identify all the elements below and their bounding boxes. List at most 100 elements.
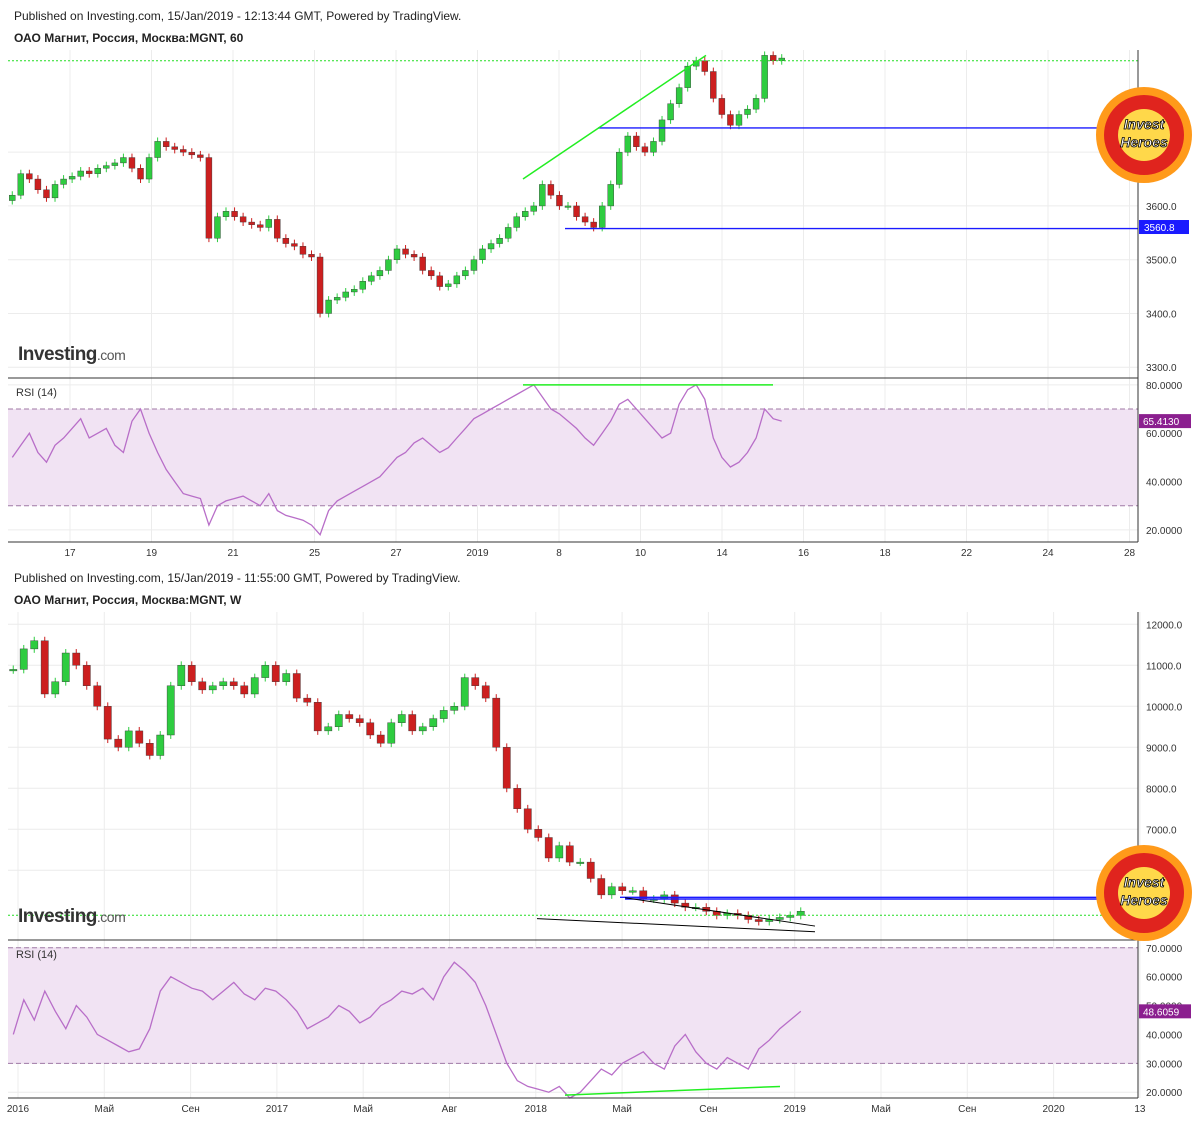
svg-text:Heroes: Heroes [1120, 134, 1168, 150]
chart1-title: ОАО Магнит, Россия, Москва:MGNT, 60 [14, 31, 244, 45]
candle-body [445, 283, 452, 287]
candle-body [342, 291, 349, 298]
candle-body [556, 194, 563, 207]
investing-logo-2: Investing.com [18, 906, 126, 927]
candle-body [522, 211, 529, 217]
candle-body [641, 146, 649, 153]
candle-body [197, 154, 204, 158]
x-tick-label: 18 [879, 548, 891, 559]
x-tick-label: 24 [1042, 548, 1054, 559]
candle-body [145, 742, 154, 756]
candle-body [111, 162, 119, 166]
svg-text:Heroes: Heroes [1120, 892, 1168, 908]
candle-body [492, 697, 501, 748]
x-tick-label: 2019 [466, 548, 489, 559]
candle-body [114, 738, 123, 748]
x-tick-label: 8 [556, 548, 562, 559]
candle-body [368, 275, 375, 282]
candle-body [633, 135, 640, 147]
candle-body [410, 254, 418, 258]
candle-body [355, 718, 364, 723]
candle-body [333, 297, 341, 301]
candle-body [208, 685, 217, 691]
candle-body [93, 685, 102, 707]
rsi-y-tick-label: 20.0000 [1146, 1088, 1183, 1099]
rsi-value-text: 48.6059 [1143, 1007, 1180, 1018]
candle-body [564, 205, 572, 208]
candle-body [34, 178, 42, 191]
candle-body [684, 65, 691, 88]
candle-body [650, 141, 657, 153]
x-tick-label: 2017 [266, 1104, 289, 1115]
candle-body [250, 677, 259, 695]
candle-body [534, 829, 543, 838]
candle-body [470, 259, 478, 271]
candle-body [205, 157, 213, 239]
candle-body [775, 917, 784, 920]
candle-body [271, 665, 280, 682]
y-tick-label: 12000.0 [1146, 620, 1183, 631]
candle-body [504, 227, 512, 239]
x-tick-label: 16 [798, 548, 810, 559]
x-tick-label: Май [612, 1104, 632, 1115]
candle-body [345, 714, 354, 719]
candle-body [229, 681, 238, 686]
candle-body [86, 170, 93, 174]
rsi-line [11, 383, 782, 536]
invest-heroes-badge-2: Invest Heroes [1096, 845, 1192, 941]
rsi-y-tick-label: 60.0000 [1146, 973, 1183, 984]
rsi-band [8, 947, 1138, 1064]
candle-body [786, 915, 795, 918]
candle-body [481, 685, 490, 699]
candle-body [282, 673, 291, 682]
candle-body [471, 677, 480, 686]
candle-body [597, 878, 606, 896]
candle-body [513, 216, 520, 228]
rsi-y-tick-label: 40.0000 [1146, 1030, 1183, 1041]
x-tick-label: Май [353, 1104, 373, 1115]
rsi-value-box [1139, 1004, 1191, 1019]
candle-body [274, 219, 281, 239]
rsi-y-tick-label: 30.0000 [1146, 1059, 1183, 1070]
candle-body [576, 861, 585, 864]
x-tick-label: 10 [635, 548, 647, 559]
x-tick-label: 2019 [784, 1104, 807, 1115]
rsi-value-box [1139, 414, 1191, 429]
candle-body [187, 665, 196, 682]
chart2-svg: 2016 Май Сен 2017 Май Авг 2018 Май Сен 2019 Май Сен… [7, 612, 1191, 1115]
candle-body [586, 861, 595, 879]
x-tick-label: 25 [309, 548, 321, 559]
x-tick-label: 2016 [7, 1104, 30, 1115]
candle-body [156, 734, 165, 756]
x-tick-label: Сен [699, 1104, 717, 1115]
candle-body [128, 157, 136, 169]
y-tick-label: 3400.0 [1146, 309, 1177, 320]
candle-body [222, 211, 230, 217]
candle-body [428, 270, 435, 277]
candle-body [453, 275, 461, 285]
candle-body [265, 219, 272, 228]
candle-body [618, 886, 627, 892]
price-label-text: 3560.8 [1144, 223, 1175, 234]
candle-body [366, 722, 375, 736]
chart2-title: ОАО Магнит, Россия, Москва:MGNT, W [14, 593, 242, 607]
x-tick-label: 2020 [1042, 1104, 1065, 1115]
candle-body [51, 681, 60, 695]
candle-body [754, 919, 763, 922]
chart2-published: Published on Investing.com, 15/Jan/2019 … [14, 571, 461, 585]
trendline-green [522, 54, 707, 180]
candle-body [351, 289, 358, 293]
candle-body [667, 103, 674, 121]
candle-body [308, 254, 315, 258]
candle-body [219, 681, 228, 686]
candle-body [239, 216, 247, 223]
x-tick-label: 27 [390, 548, 402, 559]
y-tick-label: 3600.0 [1146, 202, 1177, 213]
candle-body [393, 248, 401, 260]
candle-body [180, 149, 187, 153]
x-tick-label: Сен [181, 1104, 199, 1115]
rsi-trendline-green [564, 1085, 781, 1096]
candle-body [162, 141, 170, 147]
candle-body [94, 168, 101, 174]
candle-body [523, 808, 532, 830]
